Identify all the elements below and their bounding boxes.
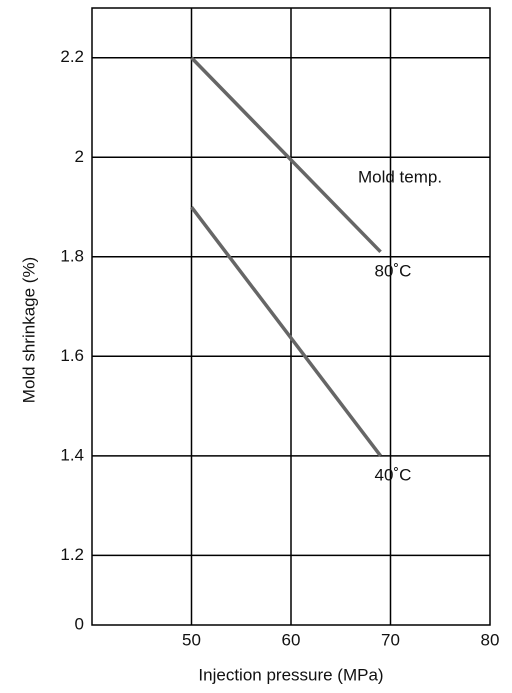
y-tick-label: 1.6 (60, 346, 84, 365)
y-tick-label: 2 (75, 147, 84, 166)
y-tick-label: 1.2 (60, 545, 84, 564)
x-axis-label: Injection pressure (MPa) (198, 665, 383, 684)
series-line (190, 56, 382, 254)
x-tick-label: 60 (282, 630, 301, 649)
x-tick-label: 70 (381, 630, 400, 649)
y-tick-label: 2.2 (60, 47, 84, 66)
y-tick-label: 1.8 (60, 246, 84, 265)
series-label: 40˚C (375, 465, 412, 484)
x-tick-label: 50 (182, 630, 201, 649)
y-tick-label: 0 (75, 614, 84, 633)
series-label: 80˚C (375, 261, 412, 280)
y-tick-label: 1.4 (60, 445, 84, 464)
y-axis-label: Mold shrinkage (%) (19, 257, 38, 403)
series-line (190, 205, 382, 457)
legend-title: Mold temp. (358, 167, 442, 186)
x-tick-label: 80 (481, 630, 500, 649)
